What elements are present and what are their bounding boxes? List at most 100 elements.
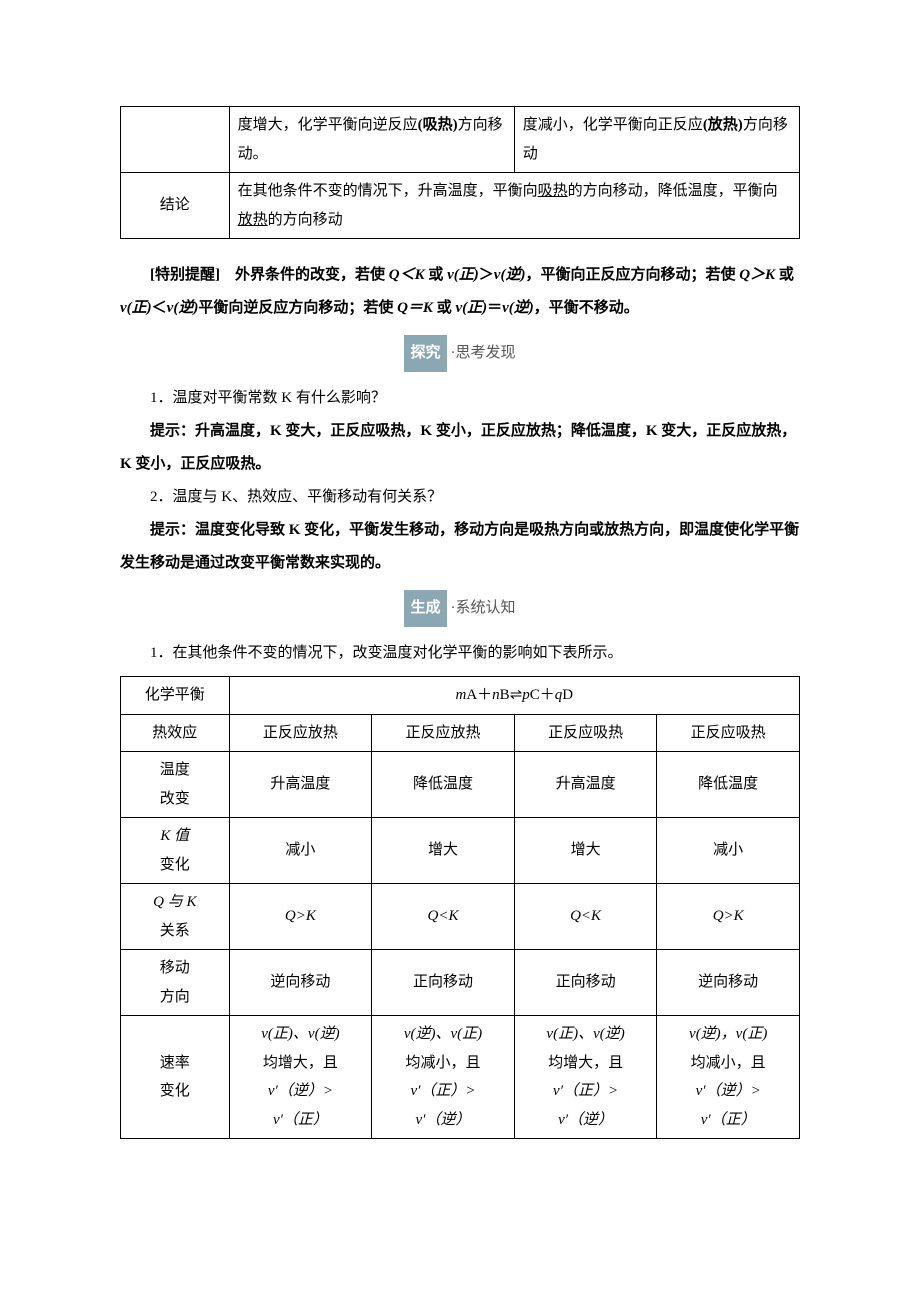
ln: v(正)、v(逆) <box>261 1026 339 1042</box>
cell: 减小 <box>229 818 372 884</box>
row-label: Q 与 K 关系 <box>121 884 230 950</box>
eq: D <box>562 687 573 703</box>
cell: Q>K <box>657 884 800 950</box>
cell: 降低温度 <box>372 752 515 818</box>
eq: ＋ <box>477 687 492 703</box>
l2: 方向 <box>160 989 190 1005</box>
table-row: 移动 方向 逆向移动 正向移动 正向移动 逆向移动 <box>121 950 800 1016</box>
cell-conclusion-label: 结论 <box>121 173 230 239</box>
ln: v′（正） <box>273 1112 328 1128</box>
badge-suffix: ·系统认知 <box>451 592 516 625</box>
ln: v′（逆）> <box>268 1083 333 1099</box>
expr: v(逆) <box>502 300 534 316</box>
ln: 均减小，且 <box>691 1055 766 1071</box>
ln: v(逆)，v(正) <box>689 1026 767 1042</box>
section-badge-row: 生成·系统认知 <box>120 590 800 627</box>
table-row: 热效应 正反应放热 正反应放热 正反应吸热 正反应吸热 <box>121 714 800 752</box>
row-label: K 值 变化 <box>121 818 230 884</box>
underline: 放热 <box>238 212 268 228</box>
eq: m <box>455 687 466 703</box>
text: ，平衡不移动。 <box>534 300 639 316</box>
cell: v(正)、v(逆) 均增大，且 v′（正）> v′（逆） <box>514 1016 657 1139</box>
ln: v′（逆） <box>416 1112 471 1128</box>
cell: 正反应放热 <box>229 714 372 752</box>
expr: v(逆) <box>494 267 526 283</box>
row-label: 速率 变化 <box>121 1016 230 1139</box>
ln: 均减小，且 <box>405 1055 480 1071</box>
l1: Q 与 K <box>153 894 196 910</box>
l1: K 值 <box>160 828 189 844</box>
table-row: K 值 变化 减小 增大 增大 减小 <box>121 818 800 884</box>
cell-empty <box>121 107 230 173</box>
l2: 变化 <box>160 1083 190 1099</box>
cell: 增大 <box>514 818 657 884</box>
equation-cell: mA＋nB⇌pC＋qD <box>229 677 799 715</box>
cell: 正向移动 <box>372 950 515 1016</box>
text: ，平衡向正反应方向移动；若使 <box>525 267 739 283</box>
cell: 正反应吸热 <box>514 714 657 752</box>
ln: v′（正） <box>701 1112 756 1128</box>
expr: Q＜K <box>389 267 425 283</box>
answer-1: 提示：升高温度，K 变大，正反应吸热，K 变小，正反应放热；降低温度，K 变大，… <box>120 415 800 481</box>
table-row: Q 与 K 关系 Q>K Q<K Q<K Q>K <box>121 884 800 950</box>
lead-text: 1．在其他条件不变的情况下，改变温度对化学平衡的影响如下表所示。 <box>120 637 800 670</box>
section-badge-row: 探究·思考发现 <box>120 335 800 372</box>
ln: v′（逆） <box>558 1112 613 1128</box>
table-row: 化学平衡 mA＋nB⇌pC＋qD <box>121 677 800 715</box>
label: [特别提醒] <box>150 267 235 283</box>
l1: 移动 <box>160 960 190 976</box>
cell: v(逆)、v(正) 均减小，且 v′（正）> v′（逆） <box>372 1016 515 1139</box>
cell: Q<K <box>514 884 657 950</box>
eq: p <box>522 687 530 703</box>
text: 度增大，化学平衡向逆反应(吸热)方向移动。 <box>238 117 503 162</box>
table-row: 温度 改变 升高温度 降低温度 升高温度 降低温度 <box>121 752 800 818</box>
row-label: 移动 方向 <box>121 950 230 1016</box>
expr: Q＝K <box>397 300 433 316</box>
badge-suffix: ·思考发现 <box>451 337 516 370</box>
table-row: 结论 在其他条件不变的情况下，升高温度，平衡向吸热的方向移动，降低温度，平衡向放… <box>121 173 800 239</box>
cell: 增大 <box>372 818 515 884</box>
cell: 正向移动 <box>514 950 657 1016</box>
eq: C <box>530 687 540 703</box>
l1: 速率 <box>160 1055 190 1071</box>
text: 或 <box>433 300 456 316</box>
text: 外界条件的改变，若使 <box>235 267 389 283</box>
cell: 逆向移动 <box>229 950 372 1016</box>
badge-explore: 探究 <box>404 335 446 372</box>
special-reminder: [特别提醒] 外界条件的改变，若使 Q＜K 或 v(正)＞v(逆)，平衡向正反应… <box>120 259 800 325</box>
cell: 正反应放热 <box>372 714 515 752</box>
cell: Q<K <box>372 884 515 950</box>
underline: 吸热 <box>538 183 568 199</box>
eq: ⇌ <box>510 687 523 703</box>
l2: 关系 <box>160 923 190 939</box>
eq: n <box>492 687 500 703</box>
table-row: 速率 变化 v(正)、v(逆) 均增大，且 v′（逆）> v′（正） v(逆)、… <box>121 1016 800 1139</box>
page-content: 度增大，化学平衡向逆反应(吸热)方向移动。 度减小，化学平衡向正反应(放热)方向… <box>0 0 920 1219</box>
expr: v(正) <box>447 267 479 283</box>
l2: 变化 <box>160 857 190 873</box>
cell: Q>K <box>229 884 372 950</box>
text: 的方向移动 <box>268 212 343 228</box>
eq: A <box>466 687 477 703</box>
cell: 降低温度 <box>657 752 800 818</box>
text: 度减小，化学平衡向正反应(放热)方向移动 <box>523 117 788 162</box>
badge-generate: 生成 <box>404 590 446 627</box>
cell: v(正)、v(逆) 均增大，且 v′（逆）> v′（正） <box>229 1016 372 1139</box>
l1: 温度 <box>160 762 190 778</box>
cell-right-text: 度减小，化学平衡向正反应(放热)方向移动 <box>514 107 799 173</box>
cell-conclusion-text: 在其他条件不变的情况下，升高温度，平衡向吸热的方向移动，降低温度，平衡向放热的方… <box>229 173 799 239</box>
op: ＝ <box>487 300 502 316</box>
row-label: 化学平衡 <box>121 677 230 715</box>
text: 在其他条件不变的情况下，升高温度，平衡向 <box>238 183 538 199</box>
ln: v′（正）> <box>410 1083 475 1099</box>
ln: v′（正）> <box>553 1083 618 1099</box>
cell: 逆向移动 <box>657 950 800 1016</box>
eq: ＋ <box>540 687 555 703</box>
text: 或 <box>425 267 448 283</box>
ln: 均增大，且 <box>263 1055 338 1071</box>
question-1: 1．温度对平衡常数 K 有什么影响？ <box>120 382 800 415</box>
cell: v(逆)，v(正) 均减小，且 v′（逆）> v′（正） <box>657 1016 800 1139</box>
expr: v(正) <box>455 300 487 316</box>
ln: v(正)、v(逆) <box>546 1026 624 1042</box>
ln: 均增大，且 <box>548 1055 623 1071</box>
